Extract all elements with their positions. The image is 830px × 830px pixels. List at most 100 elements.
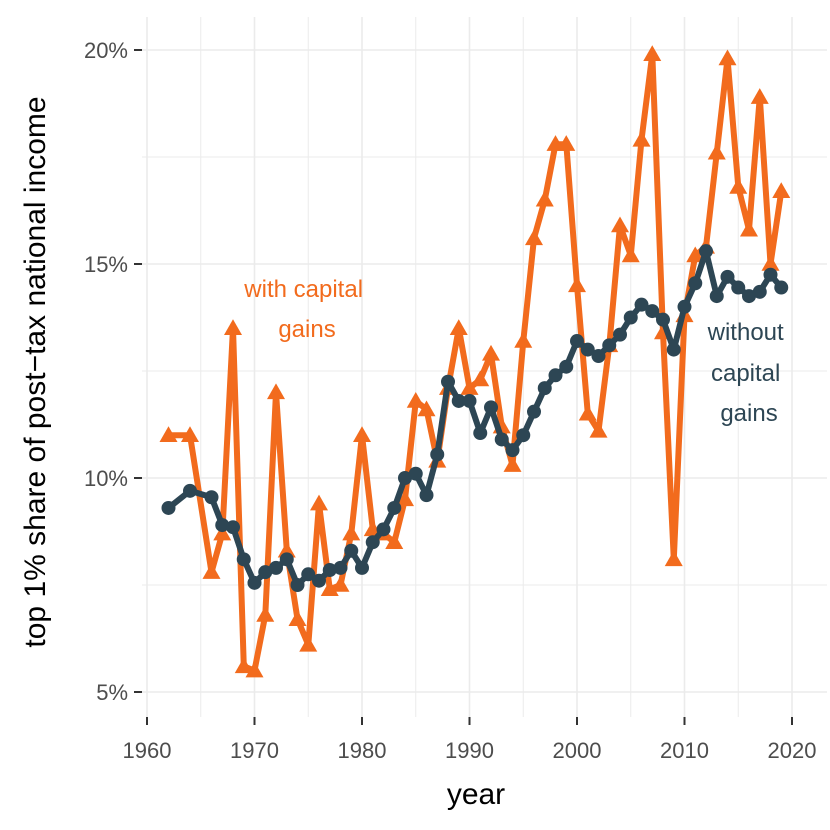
data-point-with-capital-gains — [750, 88, 769, 104]
data-point-without-capital-gains — [473, 426, 488, 441]
data-point-without-capital-gains — [333, 560, 348, 575]
data-point-without-capital-gains — [591, 349, 606, 364]
data-point-with-capital-gains — [632, 130, 651, 147]
data-point-with-capital-gains — [535, 190, 554, 207]
data-point-without-capital-gains — [613, 327, 627, 342]
data-point-with-capital-gains — [503, 456, 522, 472]
data-point-without-capital-gains — [301, 567, 316, 582]
data-point-without-capital-gains — [634, 297, 649, 312]
data-point-with-capital-gains — [267, 383, 285, 400]
data-point-with-capital-gains — [557, 135, 576, 151]
data-point-with-capital-gains — [213, 524, 232, 541]
data-point-without-capital-gains — [365, 535, 380, 550]
data-point-without-capital-gains — [430, 447, 445, 462]
data-point-without-capital-gains — [570, 334, 584, 349]
data-point-without-capital-gains — [419, 488, 434, 503]
y-tick-label: 5% — [96, 680, 128, 705]
data-point-without-capital-gains — [763, 267, 778, 282]
x-tick-label: 2020 — [768, 738, 817, 763]
data-point-without-capital-gains — [752, 284, 767, 299]
data-point-with-capital-gains — [288, 610, 307, 626]
data-point-without-capital-gains — [494, 432, 509, 447]
data-point-with-capital-gains — [277, 541, 296, 558]
data-point-with-capital-gains — [686, 246, 705, 263]
data-point-with-capital-gains — [159, 426, 178, 442]
data-point-without-capital-gains — [484, 400, 498, 415]
x-tick-label: 1990 — [445, 738, 494, 763]
data-point-with-capital-gains — [310, 494, 328, 511]
data-point-with-capital-gains — [718, 49, 737, 66]
data-point-without-capital-gains — [505, 443, 520, 458]
data-point-with-capital-gains — [482, 344, 500, 361]
data-point-with-capital-gains — [406, 391, 425, 408]
axes: 1960 1970 1980 1990 2000 2010 2020 5% 10% 15% 20% — [84, 38, 817, 763]
data-point-with-capital-gains — [202, 563, 221, 579]
x-tick-label: 1970 — [230, 738, 279, 763]
data-point-without-capital-gains — [656, 312, 670, 327]
data-point-without-capital-gains — [774, 280, 789, 295]
x-tick-label: 2010 — [660, 738, 709, 763]
data-point-with-capital-gains — [234, 657, 253, 674]
data-point-with-capital-gains — [514, 332, 533, 348]
data-point-with-capital-gains — [611, 216, 629, 233]
data-point-with-capital-gains — [664, 550, 683, 567]
data-point-without-capital-gains — [290, 578, 305, 592]
data-point-with-capital-gains — [396, 490, 414, 507]
data-point-with-capital-gains — [320, 580, 339, 597]
data-point-with-capital-gains — [342, 524, 361, 541]
data-point-without-capital-gains — [269, 560, 283, 575]
data-point-without-capital-gains — [258, 565, 273, 580]
data-point-without-capital-gains — [204, 490, 219, 505]
data-point-without-capital-gains — [312, 573, 326, 588]
series-without-capital-gains — [161, 244, 789, 592]
data-point-with-capital-gains — [740, 220, 758, 237]
data-point-without-capital-gains — [527, 404, 541, 419]
data-point-without-capital-gains — [559, 359, 574, 374]
data-point-without-capital-gains — [677, 299, 692, 314]
data-point-with-capital-gains — [245, 661, 264, 678]
data-point-without-capital-gains — [602, 338, 617, 353]
x-tick-label: 2000 — [553, 738, 602, 763]
data-point-without-capital-gains — [666, 342, 681, 357]
data-point-without-capital-gains — [215, 518, 230, 533]
data-point-with-capital-gains — [621, 246, 640, 263]
data-point-with-capital-gains — [460, 379, 479, 395]
data-point-without-capital-gains — [731, 280, 746, 295]
data-point-without-capital-gains — [537, 381, 552, 396]
data-point-with-capital-gains — [643, 45, 662, 62]
data-point-without-capital-gains — [387, 500, 402, 515]
data-point-with-capital-gains — [471, 370, 490, 387]
data-point-with-capital-gains — [761, 255, 780, 271]
data-point-with-capital-gains — [772, 182, 791, 198]
data-point-without-capital-gains — [580, 342, 595, 357]
data-point-without-capital-gains — [742, 289, 756, 304]
data-point-with-capital-gains — [224, 319, 242, 335]
data-point-with-capital-gains — [299, 635, 318, 652]
data-point-without-capital-gains — [226, 520, 240, 535]
data-point-without-capital-gains — [709, 289, 724, 304]
y-tick-label: 15% — [84, 252, 128, 277]
data-point-without-capital-gains — [408, 466, 423, 481]
annotation-with-capital-gains: with capital gains — [243, 276, 369, 343]
x-tick-label: 1980 — [338, 738, 387, 763]
series-layer — [159, 45, 791, 678]
data-point-with-capital-gains — [568, 276, 586, 293]
data-point-without-capital-gains — [548, 368, 563, 383]
x-axis-title: year — [447, 778, 505, 811]
data-point-without-capital-gains — [699, 244, 713, 259]
data-point-without-capital-gains — [355, 560, 369, 575]
data-point-with-capital-gains — [331, 576, 350, 592]
data-point-with-capital-gains — [256, 605, 275, 622]
data-point-with-capital-gains — [353, 426, 371, 442]
data-point-without-capital-gains — [462, 393, 477, 408]
data-point-without-capital-gains — [236, 552, 251, 567]
data-point-without-capital-gains — [376, 522, 391, 537]
data-point-with-capital-gains — [417, 400, 436, 417]
data-point-without-capital-gains — [720, 269, 735, 284]
y-tick-label: 20% — [84, 38, 128, 63]
data-point-without-capital-gains — [623, 310, 638, 325]
data-point-without-capital-gains — [398, 471, 412, 485]
data-point-with-capital-gains — [181, 426, 199, 442]
data-point-without-capital-gains — [441, 374, 455, 389]
